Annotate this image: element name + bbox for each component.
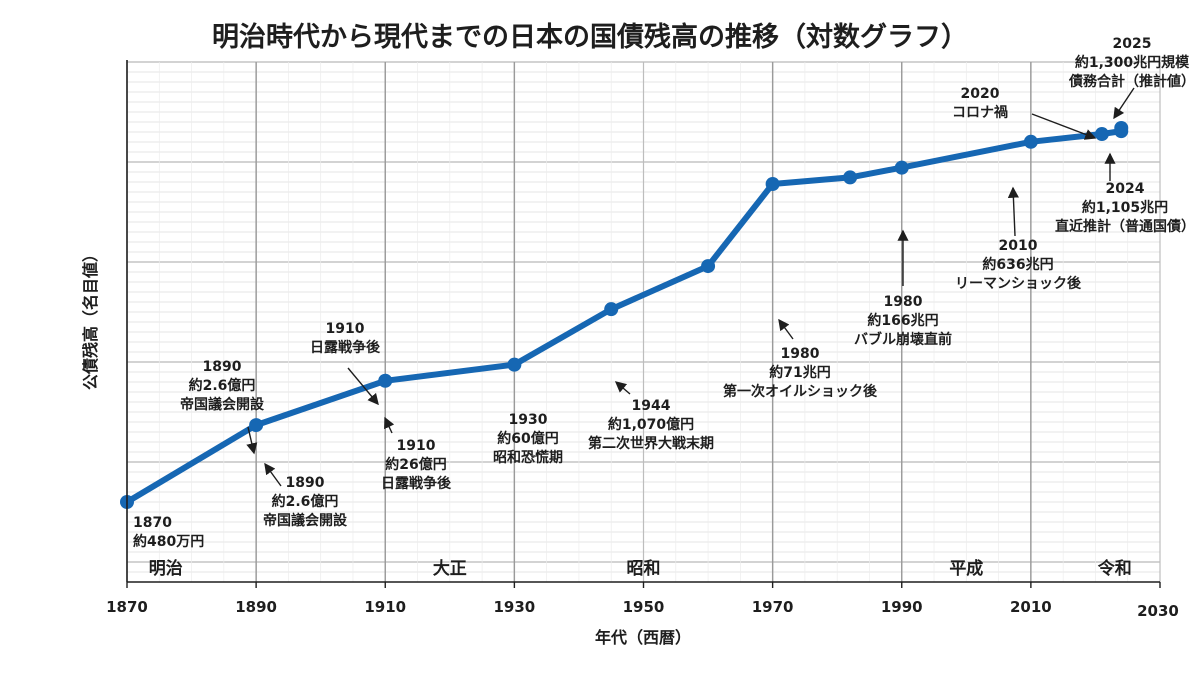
annotation-text: 2025 約1,300兆円規模債務合計（推計値）	[1068, 36, 1195, 90]
x-tick-label: 1870	[106, 598, 148, 616]
annotation: 1890 約2.6億円帝国議会開設	[263, 462, 348, 529]
series	[120, 121, 1129, 509]
era-labels: 明治 大正 昭和 平成 令和	[149, 558, 1132, 579]
annotation: 1980 約71兆円第一次オイルショック後	[723, 318, 878, 400]
annotation-arrow	[614, 381, 631, 395]
x-axis-label: 年代（西暦）	[595, 628, 691, 647]
annotation-text: 1870 約480万円	[133, 515, 204, 550]
era-label: 令和	[1098, 558, 1132, 579]
axes: 1870 1890 1910 1930 1950 1970 1990 2010 2030	[106, 60, 1179, 620]
y-axis-label: 公債残高（名目値）	[81, 246, 100, 390]
data-point	[1023, 134, 1038, 149]
annotation: 1910 日露戦争後	[310, 321, 381, 406]
data-point	[843, 170, 858, 185]
data-point	[765, 177, 780, 192]
annotation: 1910 約26億円日露戦争後	[381, 416, 452, 492]
annotation: 2024 約1,105兆円直近推計（普通国債）	[1055, 152, 1195, 235]
annotation-text: 2024 約1,105兆円直近推計（普通国債）	[1055, 181, 1195, 235]
x-tick-label: 1970	[752, 598, 794, 616]
data-point-estimate	[1114, 121, 1129, 135]
data-point	[701, 259, 716, 274]
annotation-arrow	[246, 426, 258, 455]
x-tick-label: 1890	[235, 598, 277, 616]
annotation-arrow	[778, 318, 794, 340]
annotation-text: 1930 約60億円昭和恐慌期	[493, 412, 563, 466]
annotation: 2020 コロナ禍	[952, 86, 1097, 140]
era-label: 大正	[433, 558, 467, 579]
data-point	[507, 357, 522, 372]
data-point	[604, 302, 619, 317]
x-tick-label: 2010	[1010, 598, 1052, 616]
annotation: 1944 約1,070億円第二次世界大戦末期	[588, 381, 714, 452]
annotation: 1870 約480万円	[133, 515, 204, 550]
series-line	[124, 128, 1125, 505]
era-label: 昭和	[627, 559, 661, 579]
x-tick-label: 1990	[881, 598, 923, 616]
annotation: 2010 約636兆円リーマンショック後	[955, 186, 1082, 292]
x-tick-label: 1910	[364, 598, 406, 616]
annotation-text: 1890 約2.6億円帝国議会開設	[263, 475, 348, 529]
x-tick-label: 1930	[494, 598, 536, 616]
annotation-text: 1980 約166兆円バブル崩壊直前	[854, 294, 952, 348]
data-point	[249, 418, 264, 433]
annotation: 1980 約166兆円バブル崩壊直前	[854, 229, 952, 348]
annotation-arrow	[1007, 186, 1020, 237]
x-tick-label: 2030	[1137, 602, 1179, 620]
annotation: 1930 約60億円昭和恐慌期	[493, 412, 563, 466]
annotation-text: 2010 約636兆円リーマンショック後	[955, 238, 1082, 292]
annotation-arrow	[384, 416, 395, 434]
annotation-text: 1910 約26億円日露戦争後	[381, 438, 452, 492]
annotation-text: 1890 約2.6億円帝国議会開設	[180, 359, 265, 413]
annotation-arrow	[1113, 87, 1135, 120]
annotation-text: 1980 約71兆円第一次オイルショック後	[723, 346, 878, 400]
data-point	[378, 373, 393, 388]
annotation-text: 1910 日露戦争後	[310, 321, 381, 356]
chart-title: 明治時代から現代までの日本の国債残高の推移（対数グラフ）	[212, 21, 968, 53]
x-tick-label: 1950	[623, 598, 665, 616]
data-point	[1094, 127, 1109, 142]
annotation: 2025 約1,300兆円規模債務合計（推計値）	[1068, 36, 1195, 120]
annotation-text: 1944 約1,070億円第二次世界大戦末期	[588, 398, 714, 452]
data-point	[894, 160, 909, 175]
annotations: 1870 約480万円 1890 約2.6億円帝国議会開設 1890 約2.6億円帝国議会…	[133, 36, 1195, 550]
annotation-arrow	[1031, 113, 1097, 140]
era-label: 明治	[149, 558, 183, 579]
annotation-arrow	[347, 367, 379, 406]
annotation: 1890 約2.6億円帝国議会開設	[180, 359, 265, 455]
annotation-arrow	[264, 462, 282, 487]
era-label: 平成	[949, 558, 983, 579]
annotation-text: 2020 コロナ禍	[952, 86, 1008, 121]
